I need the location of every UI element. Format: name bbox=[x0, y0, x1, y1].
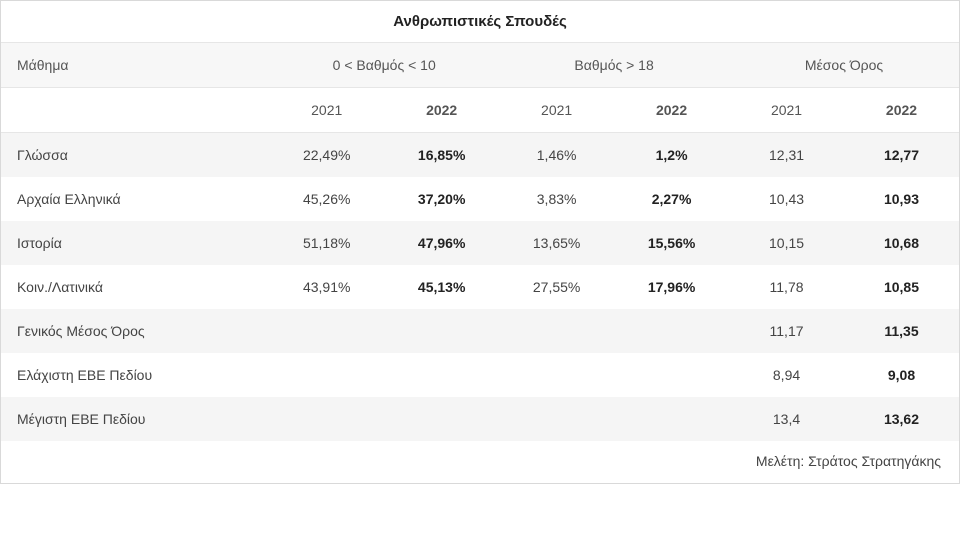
cell: 27,55% bbox=[499, 265, 614, 309]
cell bbox=[614, 309, 729, 353]
cell bbox=[499, 309, 614, 353]
cell bbox=[499, 353, 614, 397]
col-2022: 2022 bbox=[844, 88, 959, 133]
cell: 10,85 bbox=[844, 265, 959, 309]
row-label: Αρχαία Ελληνικά bbox=[1, 177, 269, 221]
footer-credit: Μελέτη: Στράτος Στρατηγάκης bbox=[1, 441, 959, 483]
row-label: Ελάχιστη ΕΒΕ Πεδίου bbox=[1, 353, 269, 397]
cell: 13,65% bbox=[499, 221, 614, 265]
cell: 11,78 bbox=[729, 265, 844, 309]
table-row: Μέγιστη ΕΒΕ Πεδίου 13,4 13,62 bbox=[1, 397, 959, 441]
cell: 10,93 bbox=[844, 177, 959, 221]
cell: 16,85% bbox=[384, 133, 499, 178]
cell: 8,94 bbox=[729, 353, 844, 397]
header-year-row: 2021 2022 2021 2022 2021 2022 bbox=[1, 88, 959, 133]
cell: 2,27% bbox=[614, 177, 729, 221]
cell: 12,31 bbox=[729, 133, 844, 178]
row-label: Γλώσσα bbox=[1, 133, 269, 178]
table-row: Γενικός Μέσος Όρος 11,17 11,35 bbox=[1, 309, 959, 353]
col-group-low: 0 < Βαθμός < 10 bbox=[269, 43, 499, 88]
cell bbox=[384, 353, 499, 397]
cell: 17,96% bbox=[614, 265, 729, 309]
col-2022: 2022 bbox=[384, 88, 499, 133]
cell: 11,35 bbox=[844, 309, 959, 353]
cell: 11,17 bbox=[729, 309, 844, 353]
grades-table: Ανθρωπιστικές Σπουδές Μάθημα 0 < Βαθμός … bbox=[1, 1, 959, 483]
row-label: Ιστορία bbox=[1, 221, 269, 265]
cell: 45,26% bbox=[269, 177, 384, 221]
col-2021: 2021 bbox=[499, 88, 614, 133]
cell: 45,13% bbox=[384, 265, 499, 309]
col-empty bbox=[1, 88, 269, 133]
header-group-row: Μάθημα 0 < Βαθμός < 10 Βαθμός > 18 Μέσος… bbox=[1, 43, 959, 88]
cell bbox=[614, 353, 729, 397]
row-label: Γενικός Μέσος Όρος bbox=[1, 309, 269, 353]
col-subject: Μάθημα bbox=[1, 43, 269, 88]
table-row: Κοιν./Λατινικά 43,91% 45,13% 27,55% 17,9… bbox=[1, 265, 959, 309]
col-2022: 2022 bbox=[614, 88, 729, 133]
cell: 10,68 bbox=[844, 221, 959, 265]
col-2021: 2021 bbox=[729, 88, 844, 133]
title-row: Ανθρωπιστικές Σπουδές bbox=[1, 1, 959, 43]
col-group-high: Βαθμός > 18 bbox=[499, 43, 729, 88]
cell bbox=[384, 309, 499, 353]
cell: 9,08 bbox=[844, 353, 959, 397]
footer-row: Μελέτη: Στράτος Στρατηγάκης bbox=[1, 441, 959, 483]
table-row: Ιστορία 51,18% 47,96% 13,65% 15,56% 10,1… bbox=[1, 221, 959, 265]
cell: 51,18% bbox=[269, 221, 384, 265]
table-row: Ελάχιστη ΕΒΕ Πεδίου 8,94 9,08 bbox=[1, 353, 959, 397]
grades-table-container: Ανθρωπιστικές Σπουδές Μάθημα 0 < Βαθμός … bbox=[0, 0, 960, 484]
col-group-avg: Μέσος Όρος bbox=[729, 43, 959, 88]
cell: 10,43 bbox=[729, 177, 844, 221]
row-label: Μέγιστη ΕΒΕ Πεδίου bbox=[1, 397, 269, 441]
cell: 3,83% bbox=[499, 177, 614, 221]
table-row: Γλώσσα 22,49% 16,85% 1,46% 1,2% 12,31 12… bbox=[1, 133, 959, 178]
cell bbox=[499, 397, 614, 441]
cell bbox=[269, 397, 384, 441]
cell: 1,46% bbox=[499, 133, 614, 178]
cell: 15,56% bbox=[614, 221, 729, 265]
row-label: Κοιν./Λατινικά bbox=[1, 265, 269, 309]
cell: 43,91% bbox=[269, 265, 384, 309]
cell: 1,2% bbox=[614, 133, 729, 178]
cell: 13,62 bbox=[844, 397, 959, 441]
table-row: Αρχαία Ελληνικά 45,26% 37,20% 3,83% 2,27… bbox=[1, 177, 959, 221]
cell: 47,96% bbox=[384, 221, 499, 265]
table-title: Ανθρωπιστικές Σπουδές bbox=[1, 1, 959, 43]
col-2021: 2021 bbox=[269, 88, 384, 133]
cell: 12,77 bbox=[844, 133, 959, 178]
cell: 10,15 bbox=[729, 221, 844, 265]
cell bbox=[384, 397, 499, 441]
cell: 22,49% bbox=[269, 133, 384, 178]
cell: 37,20% bbox=[384, 177, 499, 221]
cell bbox=[269, 353, 384, 397]
cell: 13,4 bbox=[729, 397, 844, 441]
cell bbox=[269, 309, 384, 353]
cell bbox=[614, 397, 729, 441]
